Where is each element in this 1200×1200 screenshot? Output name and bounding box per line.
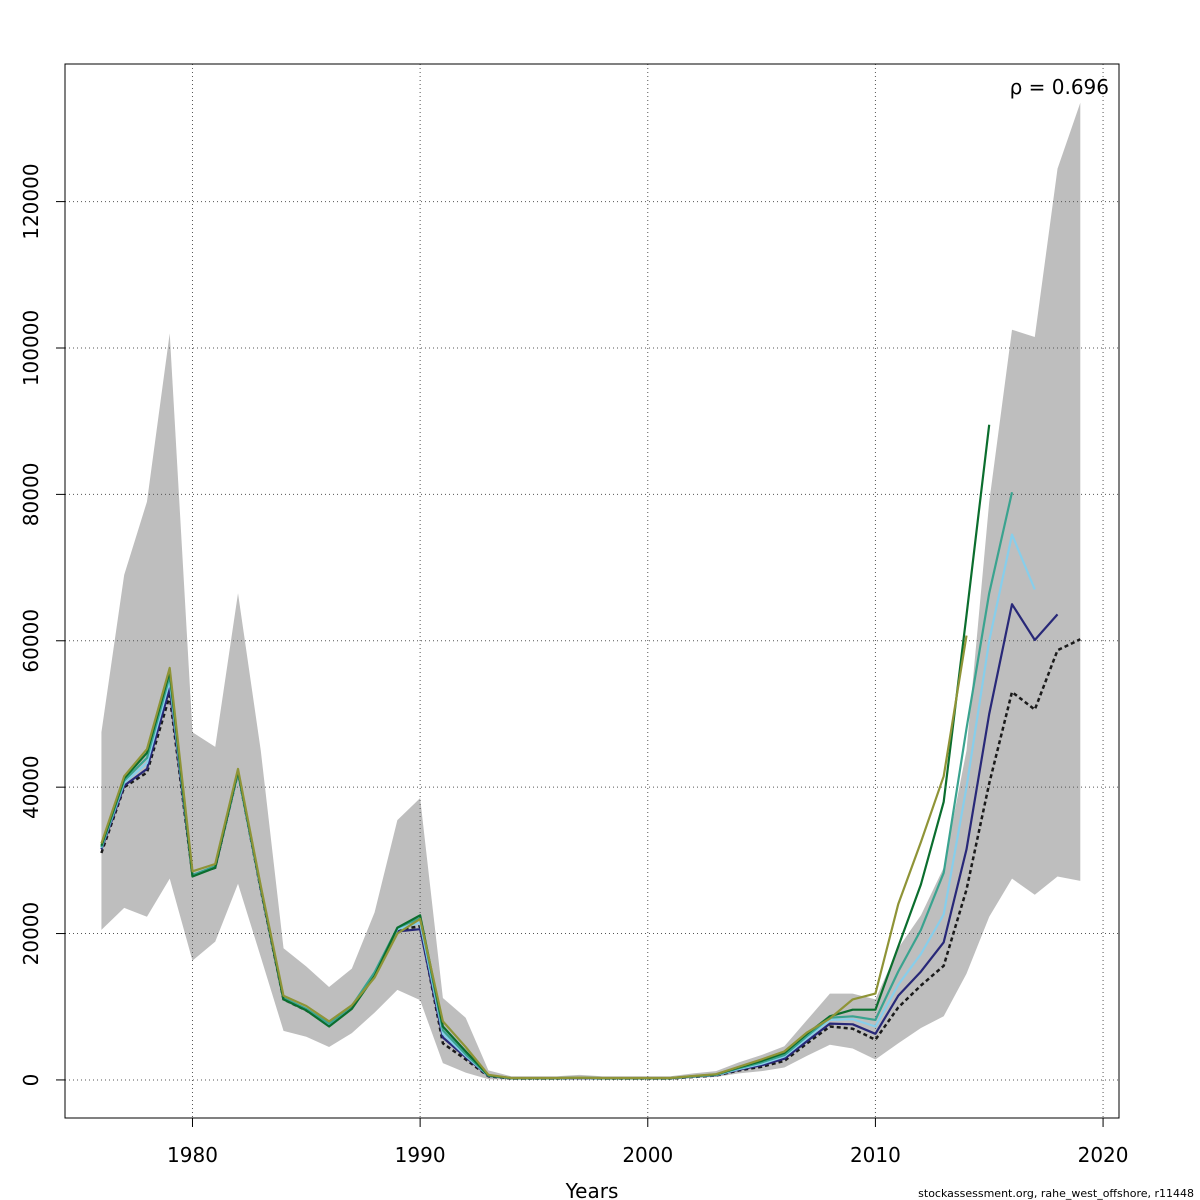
y-axis: 0 20000 40000 60000 80000 100000 120000 bbox=[19, 163, 65, 1086]
y-tick-label: 120000 bbox=[19, 163, 43, 239]
x-axis-title: Years bbox=[565, 1179, 619, 1200]
y-tick-label: 40000 bbox=[19, 755, 43, 819]
series-line-6 bbox=[100, 635, 968, 1080]
plot-frame bbox=[64, 63, 1120, 1119]
y-tick-label: 20000 bbox=[19, 902, 43, 966]
y-tick-label: 60000 bbox=[19, 609, 43, 673]
x-tick-label: 2010 bbox=[850, 1143, 901, 1167]
x-tick-label: 1980 bbox=[167, 1143, 218, 1167]
rho-annotation: ρ = 0.696 bbox=[1010, 75, 1109, 99]
credit-text: stockassessment.org, rahe_west_offshore,… bbox=[918, 1187, 1194, 1200]
series-layer bbox=[100, 424, 1081, 1080]
x-tick-label: 2020 bbox=[1078, 1143, 1129, 1167]
x-tick-label: 2000 bbox=[622, 1143, 673, 1167]
x-axis: 1980 1990 2000 2010 2020 bbox=[167, 1118, 1129, 1167]
y-tick-label: 80000 bbox=[19, 463, 43, 527]
y-tick-label: 100000 bbox=[19, 310, 43, 386]
y-tick-label: 0 bbox=[19, 1074, 43, 1087]
x-tick-label: 1990 bbox=[395, 1143, 446, 1167]
